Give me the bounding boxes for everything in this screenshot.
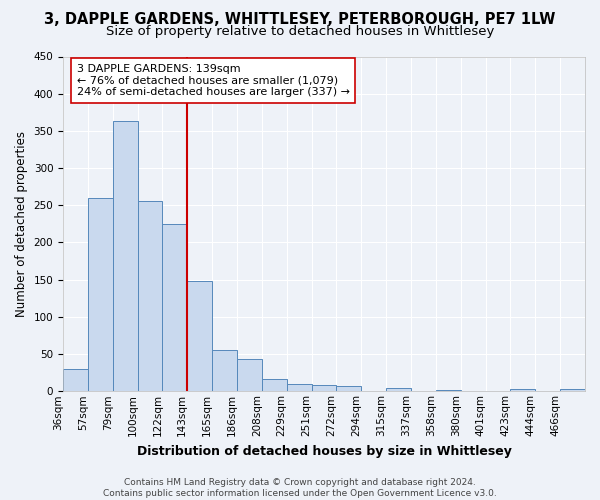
Bar xyxy=(386,388,411,392)
Bar xyxy=(311,384,337,392)
Bar xyxy=(436,390,461,392)
Text: 3, DAPPLE GARDENS, WHITTLESEY, PETERBOROUGH, PE7 1LW: 3, DAPPLE GARDENS, WHITTLESEY, PETERBORO… xyxy=(44,12,556,28)
Y-axis label: Number of detached properties: Number of detached properties xyxy=(15,131,28,317)
X-axis label: Distribution of detached houses by size in Whittlesey: Distribution of detached houses by size … xyxy=(137,444,511,458)
Text: Size of property relative to detached houses in Whittlesey: Size of property relative to detached ho… xyxy=(106,25,494,38)
Bar xyxy=(237,358,262,392)
Bar xyxy=(560,389,585,392)
Bar xyxy=(137,201,163,392)
Bar xyxy=(113,121,137,392)
Bar xyxy=(187,281,212,392)
Bar xyxy=(337,386,361,392)
Bar xyxy=(212,350,237,392)
Bar xyxy=(63,369,88,392)
Bar xyxy=(287,384,311,392)
Bar xyxy=(511,389,535,392)
Bar xyxy=(163,224,187,392)
Bar xyxy=(88,198,113,392)
Text: Contains HM Land Registry data © Crown copyright and database right 2024.
Contai: Contains HM Land Registry data © Crown c… xyxy=(103,478,497,498)
Bar xyxy=(262,380,287,392)
Text: 3 DAPPLE GARDENS: 139sqm
← 76% of detached houses are smaller (1,079)
24% of sem: 3 DAPPLE GARDENS: 139sqm ← 76% of detach… xyxy=(77,64,350,97)
